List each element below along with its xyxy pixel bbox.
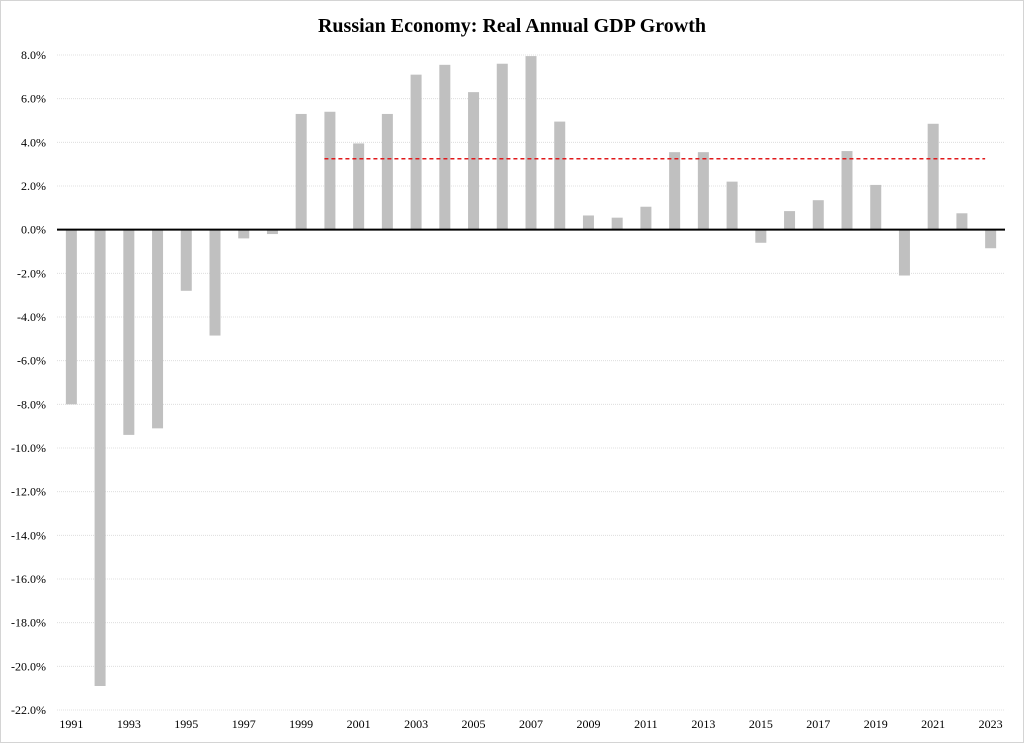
bar-1994 — [152, 229, 164, 429]
x-tick-label: 2021 — [921, 717, 945, 731]
x-tick-label: 2001 — [347, 717, 371, 731]
y-tick-label: 0.0% — [21, 223, 46, 237]
y-tick-label: -12.0% — [11, 485, 46, 499]
bar-2005 — [468, 92, 480, 230]
x-tick-label: 1991 — [59, 717, 83, 731]
bar-1997 — [238, 229, 250, 239]
bar-2003 — [410, 74, 422, 230]
y-tick-label: 4.0% — [21, 135, 46, 149]
x-tick-label: 1995 — [174, 717, 198, 731]
y-tick-label: 8.0% — [21, 48, 46, 62]
bar-1995 — [180, 229, 192, 291]
bar-2013 — [697, 152, 709, 230]
bar-2020 — [898, 229, 910, 276]
bars — [65, 56, 997, 686]
x-tick-label: 2013 — [691, 717, 715, 731]
y-tick-label: -10.0% — [11, 441, 46, 455]
y-tick-label: -8.0% — [17, 397, 46, 411]
y-tick-label: -20.0% — [11, 659, 46, 673]
bar-2001 — [353, 143, 365, 230]
bar-2015 — [755, 229, 767, 243]
bar-1996 — [209, 229, 221, 336]
x-axis-ticks: 1991 1993 1995 1997 1999 2001 2003 2005 2007 2009… — [59, 717, 1002, 731]
bar-1999 — [295, 113, 307, 230]
bar-2016 — [784, 211, 796, 230]
bar-2017 — [812, 200, 824, 230]
bar-1998 — [266, 229, 278, 235]
bar-2006 — [496, 63, 508, 230]
y-tick-label: -16.0% — [11, 572, 46, 586]
x-tick-label: 2003 — [404, 717, 428, 731]
x-tick-label: 1993 — [117, 717, 141, 731]
bar-2023 — [985, 229, 997, 249]
bar-2007 — [525, 56, 537, 230]
bar-2010 — [611, 217, 623, 230]
y-tick-label: -18.0% — [11, 616, 46, 630]
bar-2008 — [554, 121, 566, 230]
bar-2004 — [439, 64, 451, 230]
x-tick-label: 2007 — [519, 717, 543, 731]
bar-2022 — [956, 213, 968, 230]
bar-2019 — [870, 184, 882, 230]
y-tick-label: -22.0% — [11, 703, 46, 717]
bar-2014 — [726, 181, 738, 230]
bar-2012 — [669, 152, 681, 230]
bar-2009 — [582, 215, 594, 230]
x-tick-label: 2015 — [749, 717, 773, 731]
bar-1992 — [94, 229, 106, 686]
x-tick-label: 2017 — [806, 717, 830, 731]
bar-2011 — [640, 206, 652, 230]
x-tick-label: 1997 — [232, 717, 256, 731]
y-tick-label: -6.0% — [17, 354, 46, 368]
x-tick-label: 2019 — [864, 717, 888, 731]
chart-title: Russian Economy: Real Annual GDP Growth — [318, 15, 706, 37]
x-tick-label: 2005 — [462, 717, 486, 731]
y-tick-label: -4.0% — [17, 310, 46, 324]
y-tick-label: -14.0% — [11, 528, 46, 542]
x-tick-label: 2011 — [634, 717, 658, 731]
x-tick-label: 2023 — [979, 717, 1003, 731]
bar-2018 — [841, 151, 853, 230]
bar-2000 — [324, 111, 336, 230]
y-tick-label: 6.0% — [21, 92, 46, 106]
x-tick-label: 2009 — [576, 717, 600, 731]
y-axis-ticks: 8.0% 6.0% 4.0% 2.0% 0.0% -2.0% -4.0% -6.0% -8.0%… — [11, 48, 46, 717]
y-tick-label: -2.0% — [17, 266, 46, 280]
y-tick-label: 2.0% — [21, 179, 46, 193]
bar-2021 — [927, 123, 939, 230]
x-tick-label: 1999 — [289, 717, 313, 731]
bar-1991 — [65, 229, 77, 405]
bar-1993 — [123, 229, 135, 435]
bar-2002 — [381, 113, 393, 230]
